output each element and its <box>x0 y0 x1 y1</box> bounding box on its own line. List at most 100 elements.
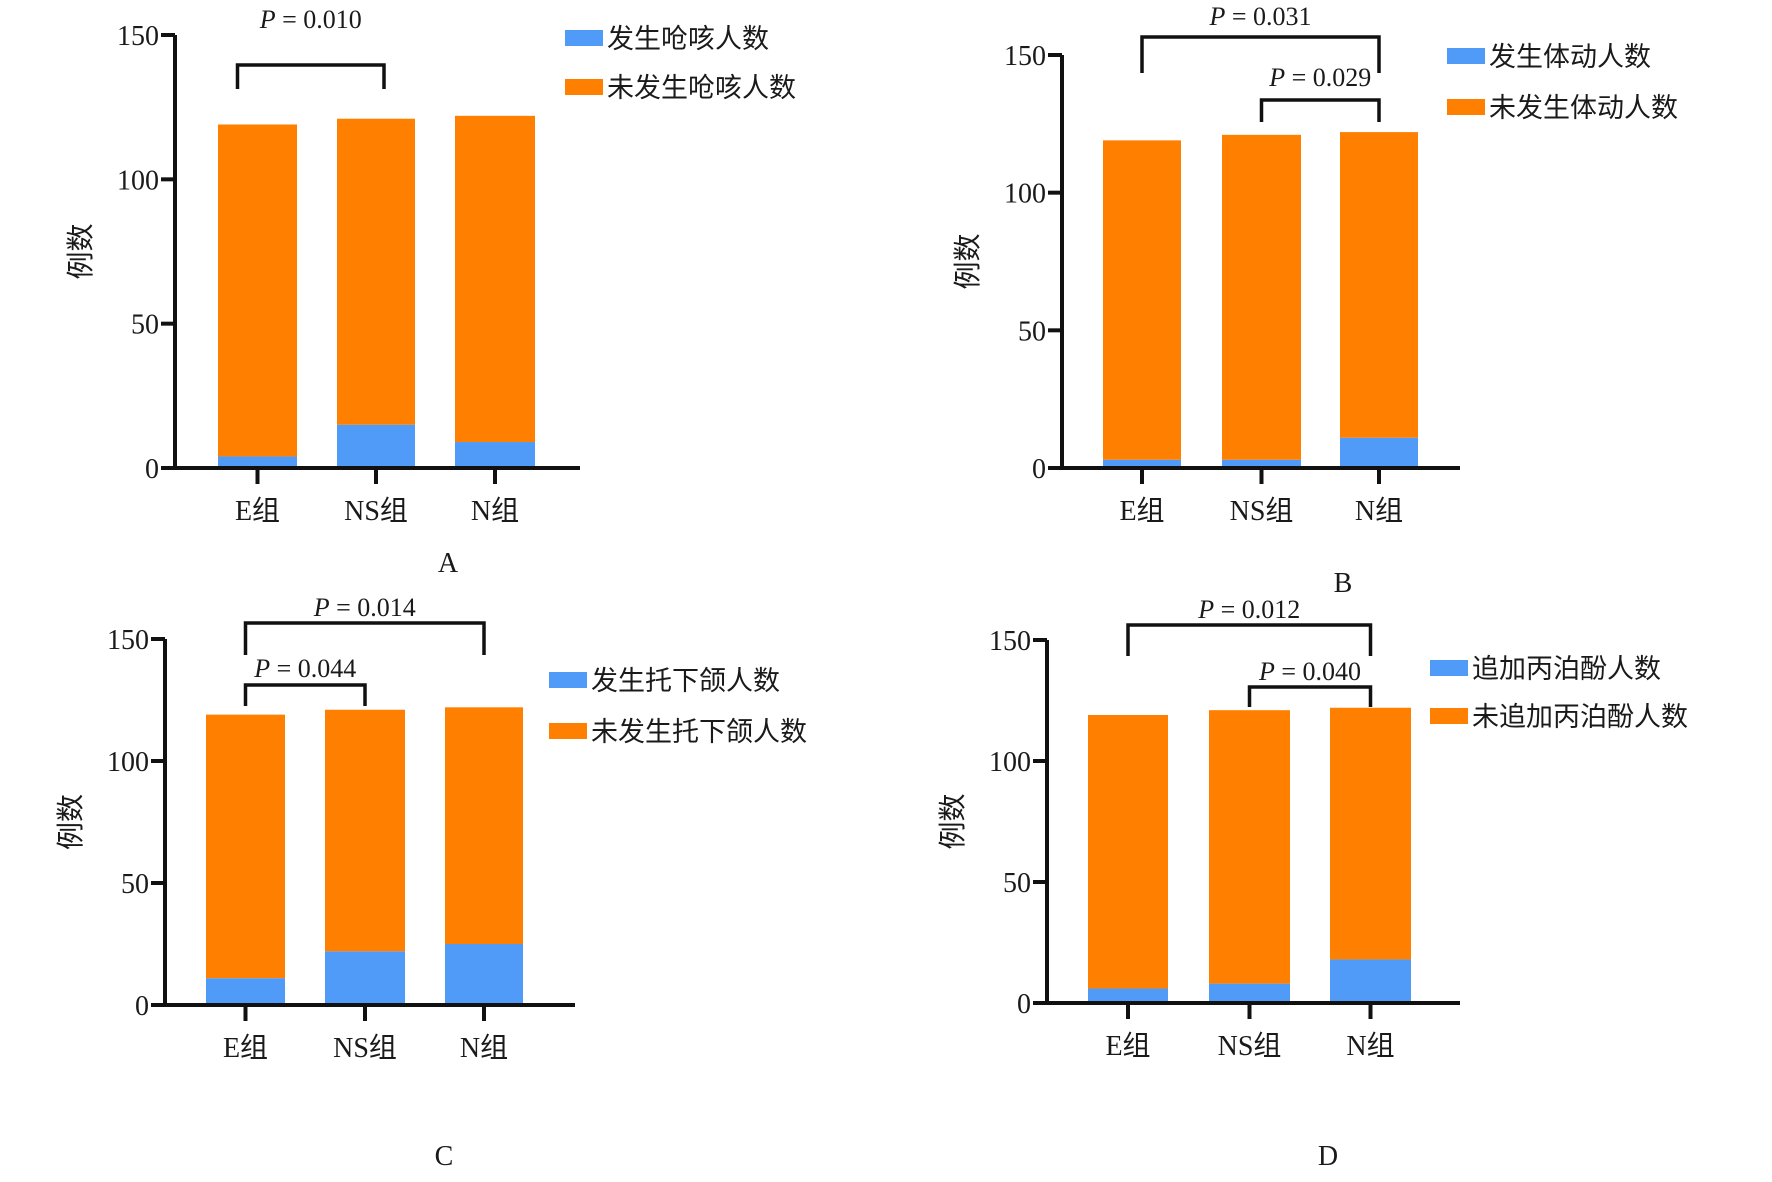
y-axis-label: 例数 <box>937 793 969 849</box>
y-tick-label: 150 <box>989 626 1031 657</box>
p-value-label: P = 0.029 <box>1268 63 1371 92</box>
legend-swatch-occurred <box>1447 48 1485 64</box>
bar-not-occurred-2 <box>445 707 523 944</box>
p-value: = 0.012 <box>1214 595 1300 624</box>
bar-occurred-2 <box>445 944 523 1005</box>
y-tick-label: 0 <box>145 454 159 485</box>
bracket-line <box>1126 623 1373 656</box>
y-tick-label: 0 <box>135 991 149 1022</box>
y-tick-label: 100 <box>1004 179 1046 210</box>
bracket-line <box>1259 98 1381 122</box>
x-tick-label: E组 <box>235 495 280 527</box>
y-tick-label: 50 <box>1018 316 1046 347</box>
bar-occurred-0 <box>218 456 297 468</box>
bar-not-occurred-1 <box>1209 710 1290 984</box>
p-symbol: P <box>1197 595 1214 624</box>
panel-label: A <box>438 548 459 579</box>
y-tick-label: 100 <box>989 747 1031 778</box>
bar-occurred-1 <box>337 424 415 468</box>
p-value: = 0.029 <box>1285 63 1371 92</box>
x-tick-label: E组 <box>1105 1030 1150 1062</box>
legend-swatch-not-occurred <box>1430 708 1468 724</box>
p-value-label: P = 0.014 <box>313 593 416 622</box>
y-tick-label: 0 <box>1032 454 1046 485</box>
y-axis-label: 例数 <box>65 223 97 279</box>
y-tick-label: 100 <box>117 165 159 196</box>
bar-not-occurred-2 <box>1330 707 1411 960</box>
p-value: = 0.044 <box>270 654 356 683</box>
bar-occurred-2 <box>455 442 535 468</box>
x-tick-label: N组 <box>460 1032 508 1064</box>
legend-swatch-not-occurred <box>565 79 603 95</box>
bracket-line <box>1247 685 1373 707</box>
y-tick-label: 150 <box>1004 41 1046 72</box>
y-axis-label: 例数 <box>952 233 984 289</box>
x-tick-label: NS组 <box>1230 495 1294 527</box>
bar-not-occurred-0 <box>1103 140 1181 460</box>
y-tick-label: 50 <box>131 310 159 341</box>
x-tick-label: N组 <box>471 495 519 527</box>
legend-swatch-not-occurred <box>549 723 587 739</box>
significance-bracket: P = 0.040 <box>1247 657 1373 707</box>
significance-bracket: P = 0.012 <box>1126 595 1373 656</box>
legend-label: 发生托下颌人数 <box>591 666 780 696</box>
p-value: = 0.010 <box>276 5 362 34</box>
bar-occurred-1 <box>1209 983 1290 1003</box>
y-tick-label: 150 <box>117 21 159 52</box>
significance-bracket: P = 0.031 <box>1140 2 1381 73</box>
p-symbol: P <box>1258 657 1275 686</box>
p-value-label: P = 0.012 <box>1197 595 1300 624</box>
y-tick-label: 0 <box>1017 989 1031 1020</box>
bar-not-occurred-0 <box>206 714 285 979</box>
x-tick-label: E组 <box>223 1032 268 1064</box>
x-tick-label: NS组 <box>333 1032 397 1064</box>
p-value: = 0.040 <box>1275 657 1361 686</box>
p-symbol: P <box>259 5 276 34</box>
bar-not-occurred-2 <box>455 115 535 443</box>
legend-label: 未发生呛咳人数 <box>607 73 796 103</box>
y-tick-label: 50 <box>1003 868 1031 899</box>
legend-label: 未追加丙泊酚人数 <box>1472 702 1688 732</box>
bar-occurred-2 <box>1340 437 1418 468</box>
legend-swatch-occurred <box>549 672 587 688</box>
panel-label: D <box>1318 1141 1338 1172</box>
bar-occurred-0 <box>1103 459 1181 468</box>
bar-not-occurred-1 <box>1222 134 1301 460</box>
x-tick-label: N组 <box>1346 1030 1394 1062</box>
p-symbol: P <box>1208 2 1225 31</box>
legend-label: 发生体动人数 <box>1489 42 1651 72</box>
p-value-label: P = 0.040 <box>1258 657 1361 686</box>
chart-panel-a: 0 50 100 150 例数 E组 NS组 N组 P = 0.010 发生呛咳人数未发生呛咳人数… <box>65 5 796 579</box>
bracket-line <box>243 621 486 655</box>
bar-occurred-1 <box>1222 459 1301 468</box>
legend-swatch-not-occurred <box>1447 99 1485 115</box>
significance-bracket: P = 0.044 <box>243 654 367 706</box>
p-value-label: P = 0.031 <box>1208 2 1311 31</box>
legend-swatch-occurred <box>1430 660 1468 676</box>
p-value-label: P = 0.044 <box>253 654 356 683</box>
x-tick-label: E组 <box>1119 495 1164 527</box>
legend-label: 追加丙泊酚人数 <box>1472 654 1661 684</box>
legend-label: 未发生体动人数 <box>1489 93 1678 123</box>
bracket-line <box>243 683 367 706</box>
x-tick-label: NS组 <box>1218 1030 1282 1062</box>
p-symbol: P <box>253 654 270 683</box>
y-tick-label: 50 <box>121 869 149 900</box>
p-value: = 0.014 <box>330 593 416 622</box>
bar-not-occurred-1 <box>325 709 405 952</box>
legend-label: 发生呛咳人数 <box>607 24 769 54</box>
p-symbol: P <box>313 593 330 622</box>
p-value-label: P = 0.010 <box>259 5 362 34</box>
bar-occurred-0 <box>1088 988 1168 1003</box>
significance-bracket: P = 0.010 <box>235 5 386 89</box>
p-value: = 0.031 <box>1225 2 1311 31</box>
y-tick-label: 100 <box>107 747 149 778</box>
bar-occurred-1 <box>325 951 405 1005</box>
